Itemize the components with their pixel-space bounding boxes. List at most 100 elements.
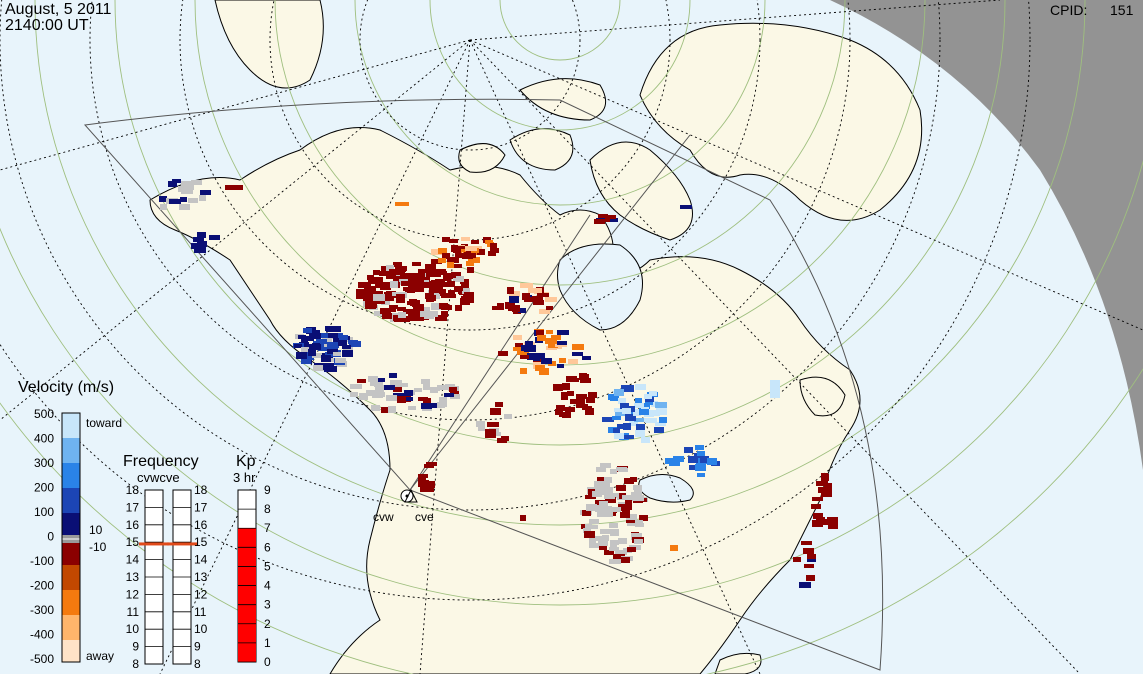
frequency-tick-left: 13 xyxy=(126,570,140,584)
scatter-cell xyxy=(609,547,619,551)
scatter-cell xyxy=(649,391,657,396)
scatter-cell xyxy=(398,312,406,318)
scatter-cell xyxy=(447,262,454,268)
scatter-cell xyxy=(455,253,462,258)
scatter-cell xyxy=(525,341,533,346)
scatter-cell xyxy=(343,347,353,352)
scatter-cell xyxy=(431,259,442,264)
scatter-cell xyxy=(535,365,545,371)
scatter-cell xyxy=(360,289,368,293)
scatter-cell xyxy=(412,262,421,266)
kp-title: Kp xyxy=(236,453,256,470)
scatter-cell xyxy=(181,189,193,194)
scatter-cell xyxy=(654,427,664,433)
velocity-tick: 200 xyxy=(34,481,54,495)
frequency-tick-right: 13 xyxy=(194,570,208,584)
scatter-cell xyxy=(576,394,587,399)
velocity-title: Velocity (m/s) xyxy=(18,379,114,396)
scatter-cell xyxy=(551,335,561,340)
scatter-cell xyxy=(451,245,458,252)
scatter-cell xyxy=(577,404,588,408)
velocity-tick: -400 xyxy=(30,628,54,642)
scatter-cell xyxy=(655,422,666,426)
scatter-cell xyxy=(641,437,650,443)
night-terminator xyxy=(830,0,1143,470)
frequency-tick-right: 16 xyxy=(194,518,208,532)
scatter-cell xyxy=(656,409,667,415)
scatter-cell xyxy=(454,264,462,268)
scatter-cell xyxy=(824,483,832,490)
scatter-cell xyxy=(169,199,181,204)
scatter-cell xyxy=(513,347,521,351)
scatter-cell xyxy=(372,393,383,398)
scatter-cell xyxy=(328,333,338,338)
scatter-cell xyxy=(404,390,413,396)
scatter-cell xyxy=(168,181,177,187)
scatter-cell xyxy=(635,523,644,527)
velocity-tick: 500 xyxy=(34,407,54,421)
scatter-cell xyxy=(584,531,595,538)
scatter-cell xyxy=(707,458,717,465)
scatter-cell xyxy=(442,253,450,259)
scatter-cell xyxy=(438,258,446,263)
frequency-tick-labels: 18 18 17 17 16 16 15 15 14 14 13 13 12 12 11 11 10 10 9 9 8 8 xyxy=(126,483,208,671)
scatter-cell xyxy=(425,264,436,270)
scatter-cell xyxy=(435,315,447,321)
scatter-cell xyxy=(533,300,544,305)
scatter-cell xyxy=(522,293,530,300)
scatter-cell xyxy=(439,397,447,402)
scatter-cell xyxy=(294,344,302,348)
velocity-away-label: away xyxy=(86,649,114,663)
scatter-cell xyxy=(388,406,396,413)
scatter-cell xyxy=(639,515,648,521)
scatter-cell xyxy=(375,378,385,382)
scatter-cell xyxy=(557,341,567,345)
kp-tick: 2 xyxy=(264,617,271,631)
frequency-tick-left: 15 xyxy=(126,535,140,549)
scatter-cell xyxy=(374,381,383,387)
scatter-cell xyxy=(520,355,529,359)
scatter-cell xyxy=(634,403,644,408)
scatter-cell xyxy=(365,290,373,295)
scatter-cell xyxy=(436,289,446,296)
scatter-cell xyxy=(622,506,630,512)
scatter-cell xyxy=(597,511,605,517)
scatter-cell xyxy=(395,202,409,206)
scatter-cell xyxy=(572,378,579,382)
velocity-legend: Velocity (m/s) 500 400 300 200 100 0 -100 -200 -… xyxy=(18,379,122,666)
scatter-cell xyxy=(580,378,591,383)
scatter-cell xyxy=(309,344,321,350)
scatter-cell xyxy=(430,387,438,393)
frequency-tick-left: 12 xyxy=(126,587,140,601)
scatter-cell xyxy=(395,380,402,387)
scatter-cell xyxy=(615,550,627,555)
frequency-tick-left: 17 xyxy=(126,500,140,514)
cpid-value: 151 xyxy=(1110,2,1134,18)
radar-sites: cvw cve xyxy=(373,488,434,524)
scatter-cell xyxy=(375,385,384,392)
scatter-cell xyxy=(408,310,420,316)
frequency-tick-right: 12 xyxy=(194,587,208,601)
scatter-cell xyxy=(326,327,335,332)
scatter-cell xyxy=(609,559,621,564)
scatter-cell xyxy=(596,467,606,472)
scatter-cell xyxy=(639,403,650,409)
scatter-cell xyxy=(421,403,432,409)
scatter-cell xyxy=(513,335,522,340)
scatter-cell xyxy=(418,397,428,401)
scatter-cell xyxy=(159,196,167,202)
scatter-cell xyxy=(476,421,485,427)
scatter-cell xyxy=(816,481,828,486)
scatter-cell xyxy=(431,249,442,255)
scatter-cell xyxy=(437,282,448,287)
frequency-bars xyxy=(139,489,197,665)
scatter-cell xyxy=(697,473,705,477)
velocity-color-segment xyxy=(62,590,80,615)
scatter-cell xyxy=(339,335,348,340)
scatter-cell xyxy=(618,468,628,472)
scatter-cell xyxy=(390,292,398,296)
kp-tick-labels: 9 8 7 6 5 4 3 2 1 0 xyxy=(264,483,271,669)
scatter-cell xyxy=(616,485,626,491)
cpid-label: CPID: xyxy=(1050,2,1088,18)
kp-legend: Kp 3 hr 9 8 7 6 5 4 3 2 1 0 xyxy=(233,453,271,669)
